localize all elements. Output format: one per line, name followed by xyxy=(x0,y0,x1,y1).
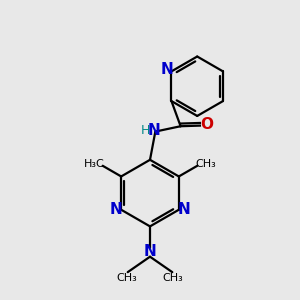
Text: CH₃: CH₃ xyxy=(163,272,183,283)
Text: H: H xyxy=(141,124,151,136)
Text: N: N xyxy=(110,202,122,217)
Text: H₃C: H₃C xyxy=(84,159,105,169)
Text: O: O xyxy=(200,117,213,132)
Text: N: N xyxy=(178,202,190,217)
Text: CH₃: CH₃ xyxy=(195,159,216,169)
Text: CH₃: CH₃ xyxy=(117,272,137,283)
Text: N: N xyxy=(144,244,156,259)
Text: N: N xyxy=(148,123,160,138)
Text: N: N xyxy=(161,62,174,77)
